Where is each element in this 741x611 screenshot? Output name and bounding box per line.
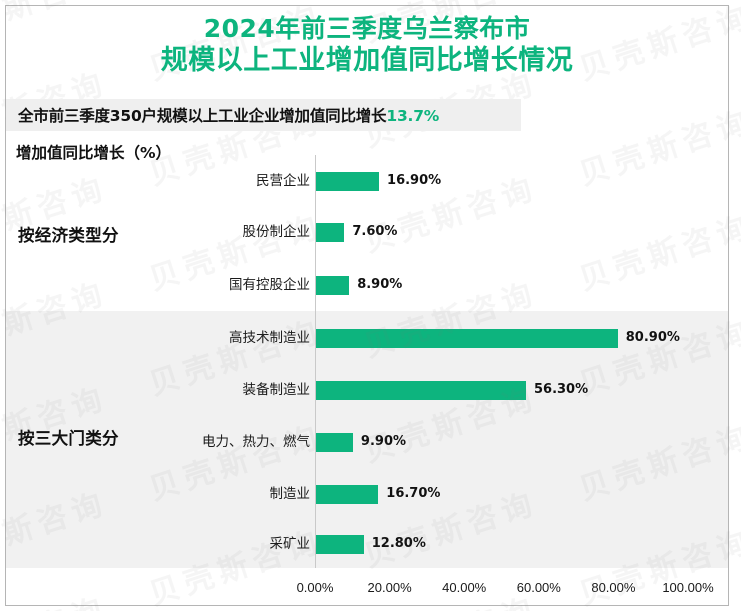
bar-row-label: 高技术制造业	[229, 330, 310, 346]
subtitle-band: 全市前三季度350户规模以上工业企业增加值同比增长13.7%	[6, 99, 521, 131]
subtitle-value: 13.7%	[386, 107, 440, 125]
subtitle-text: 全市前三季度350户规模以上工业企业增加值同比增长13.7%	[6, 104, 439, 126]
y-axis-line	[315, 155, 316, 568]
bar-row-label: 民营企业	[256, 173, 310, 189]
bar-value-label: 80.90%	[625, 330, 680, 345]
bar-row: 采矿业 12.80%	[0, 531, 741, 557]
x-axis-tick-label: 0.00%	[296, 580, 334, 595]
bar	[316, 276, 350, 295]
bar	[316, 223, 345, 242]
bar-row: 民营企业 16.90%	[0, 168, 741, 194]
bar	[316, 329, 618, 348]
bar-value-label: 9.90%	[360, 434, 407, 449]
bar-row-label: 股份制企业	[242, 224, 311, 240]
bar-row-label: 采矿业	[269, 536, 311, 552]
bar-value-label: 8.90%	[357, 277, 403, 292]
bar	[316, 433, 353, 452]
bar-row: 股份制企业 7.60%	[0, 219, 741, 245]
bar	[316, 172, 380, 191]
x-axis-tick-label: 20.00%	[367, 580, 412, 595]
bar-value-label: 7.60%	[352, 224, 398, 239]
bar-value-label: 16.90%	[387, 173, 442, 188]
x-axis-tick-label: 60.00%	[516, 580, 561, 595]
title-line-2: 规模以上工业增加值同比增长情况	[160, 44, 574, 76]
bar-row-label: 电力、热力、燃气	[202, 434, 310, 450]
bar-row: 制造业 16.70%	[0, 481, 741, 507]
page-title: 2024年前三季度乌兰察布市 规模以上工业增加值同比增长情况	[6, 14, 728, 77]
x-axis-tick-label: 40.00%	[442, 580, 487, 595]
bar-row: 高技术制造业 80.90%	[0, 325, 741, 351]
bar-row-label: 制造业	[269, 486, 311, 502]
bar	[316, 535, 364, 554]
bar-value-label: 12.80%	[371, 536, 426, 551]
outer-frame	[5, 5, 729, 606]
bar	[316, 485, 379, 504]
axis-caption: 增加值同比增长（%）	[16, 144, 172, 162]
group-label: 按经济类型分	[18, 226, 119, 245]
group-label: 按三大门类分	[18, 429, 119, 448]
title-line-1: 2024年前三季度乌兰察布市	[203, 14, 531, 43]
bar	[316, 381, 526, 400]
x-axis-tick-label: 100.00%	[662, 580, 714, 595]
x-axis-tick-label: 80.00%	[591, 580, 636, 595]
bar-row-label: 国有控股企业	[229, 277, 310, 293]
bar-value-label: 16.70%	[386, 486, 441, 501]
bar-row: 电力、热力、燃气 9.90%	[0, 429, 741, 455]
subtitle-label: 全市前三季度350户规模以上工业企业增加值同比增长	[18, 107, 387, 125]
bar-value-label: 56.30%	[533, 382, 589, 397]
bar-row: 装备制造业 56.30%	[0, 377, 741, 403]
section-shade-0	[6, 311, 728, 568]
bar-row-label: 装备制造业	[242, 382, 311, 398]
bar-row: 国有控股企业 8.90%	[0, 272, 741, 298]
